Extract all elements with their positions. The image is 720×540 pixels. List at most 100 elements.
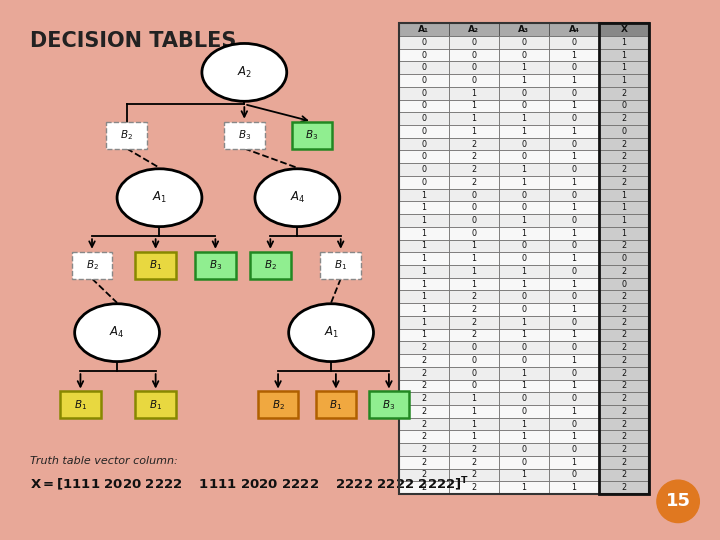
- Bar: [599, 380, 649, 392]
- Bar: [449, 380, 499, 392]
- Text: 1: 1: [472, 280, 476, 288]
- Text: 0: 0: [521, 89, 526, 98]
- Bar: [599, 74, 649, 87]
- Bar: [499, 380, 549, 392]
- Text: 0: 0: [421, 165, 426, 174]
- Bar: [499, 36, 549, 49]
- Bar: [399, 430, 449, 443]
- Bar: [499, 176, 549, 188]
- Bar: [399, 354, 449, 367]
- Bar: [599, 151, 649, 163]
- Bar: [549, 252, 599, 265]
- Bar: [549, 481, 599, 494]
- Bar: [499, 62, 549, 74]
- Bar: [449, 227, 499, 240]
- Text: 1: 1: [572, 356, 577, 365]
- Bar: [549, 36, 599, 49]
- Bar: [449, 151, 499, 163]
- Text: 2: 2: [471, 483, 477, 492]
- Text: 0: 0: [572, 89, 577, 98]
- Bar: [449, 36, 499, 49]
- Bar: [549, 87, 599, 99]
- Text: 0: 0: [521, 140, 526, 149]
- Bar: [399, 456, 449, 469]
- Bar: [449, 62, 499, 74]
- Ellipse shape: [75, 303, 160, 362]
- Text: 2: 2: [621, 356, 626, 365]
- Text: 0: 0: [421, 127, 426, 136]
- Text: Truth table vector column:: Truth table vector column:: [30, 456, 178, 466]
- Text: 2: 2: [471, 140, 477, 149]
- Text: $B_1$: $B_1$: [334, 258, 347, 272]
- Text: 2: 2: [621, 433, 626, 441]
- Bar: [599, 430, 649, 443]
- Text: 1: 1: [572, 102, 577, 110]
- FancyBboxPatch shape: [135, 252, 176, 279]
- Bar: [499, 99, 549, 112]
- Bar: [399, 151, 449, 163]
- Text: 1: 1: [521, 280, 526, 288]
- Bar: [399, 252, 449, 265]
- Text: 2: 2: [421, 458, 426, 467]
- Bar: [449, 214, 499, 227]
- Bar: [449, 316, 499, 329]
- Bar: [499, 354, 549, 367]
- Bar: [449, 252, 499, 265]
- Text: 0: 0: [421, 114, 426, 123]
- Text: 0: 0: [472, 191, 476, 199]
- Text: 1: 1: [421, 228, 426, 238]
- Bar: [399, 240, 449, 252]
- Text: $B_2$: $B_2$: [264, 258, 276, 272]
- Text: 2: 2: [471, 330, 477, 340]
- Bar: [399, 138, 449, 151]
- Bar: [549, 303, 599, 316]
- Text: 2: 2: [421, 381, 426, 390]
- Text: 2: 2: [471, 178, 477, 187]
- Bar: [599, 163, 649, 176]
- Text: 1: 1: [472, 114, 476, 123]
- Bar: [549, 456, 599, 469]
- Text: $B_3$: $B_3$: [305, 128, 318, 142]
- Bar: [399, 443, 449, 456]
- Text: 1: 1: [521, 216, 526, 225]
- Text: 0: 0: [621, 127, 626, 136]
- Text: 1: 1: [572, 483, 577, 492]
- Text: 2: 2: [621, 381, 626, 390]
- Bar: [549, 354, 599, 367]
- Text: 0: 0: [572, 241, 577, 251]
- Text: 0: 0: [572, 38, 577, 47]
- Text: $B_2$: $B_2$: [271, 398, 284, 412]
- Bar: [599, 316, 649, 329]
- Text: 0: 0: [572, 470, 577, 480]
- Text: 1: 1: [572, 203, 577, 212]
- Bar: [399, 392, 449, 405]
- Text: DECISION TABLES: DECISION TABLES: [30, 31, 237, 51]
- Text: 0: 0: [572, 191, 577, 199]
- Text: 2: 2: [471, 318, 477, 327]
- Bar: [399, 36, 449, 49]
- Text: 1: 1: [421, 330, 426, 340]
- Text: $B_1$: $B_1$: [74, 398, 87, 412]
- Text: 1: 1: [572, 178, 577, 187]
- Bar: [449, 240, 499, 252]
- Text: 1: 1: [521, 470, 526, 480]
- Text: $B_3$: $B_3$: [238, 128, 251, 142]
- Text: 2: 2: [421, 394, 426, 403]
- Bar: [449, 201, 499, 214]
- Text: 0: 0: [521, 407, 526, 416]
- Text: 2: 2: [421, 420, 426, 429]
- Text: A₂: A₂: [468, 25, 480, 34]
- Text: 1: 1: [421, 254, 426, 263]
- Bar: [399, 23, 649, 494]
- Bar: [599, 87, 649, 99]
- Text: A₃: A₃: [518, 25, 529, 34]
- Text: 1: 1: [521, 483, 526, 492]
- FancyBboxPatch shape: [369, 392, 409, 418]
- Bar: [549, 188, 599, 201]
- Bar: [499, 163, 549, 176]
- Bar: [449, 392, 499, 405]
- Bar: [599, 214, 649, 227]
- Ellipse shape: [289, 303, 374, 362]
- Bar: [449, 188, 499, 201]
- Bar: [599, 392, 649, 405]
